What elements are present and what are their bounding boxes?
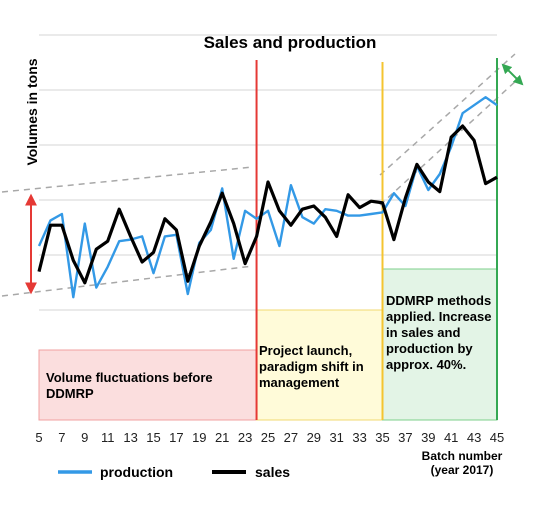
- x-tick-label: 41: [444, 430, 458, 445]
- x-axis-label: Batch number: [422, 449, 503, 463]
- phase-boxes: Volume fluctuations before DDMRP Project l…: [38, 268, 498, 421]
- x-tick-label: 35: [375, 430, 389, 445]
- series-lines: [37, 95, 498, 299]
- x-tick-label: 39: [421, 430, 435, 445]
- legend: production sales: [58, 464, 290, 480]
- x-tick-labels: 5 7 9 11 13 15 17 19 21 23 25 27 29 31 33 35 37 39 41 43 45: [35, 430, 504, 445]
- x-tick-label: 9: [81, 430, 88, 445]
- x-tick-label: 45: [490, 430, 504, 445]
- annotation-applied: DDMRP methods applied. Increase in sales a…: [386, 293, 492, 372]
- range-arrow-after: [501, 63, 524, 86]
- x-tick-label: 23: [238, 430, 252, 445]
- x-tick-label: 5: [35, 430, 42, 445]
- phase-box-applied: [382, 268, 498, 421]
- x-tick-label: 21: [215, 430, 229, 445]
- x-tick-label: 25: [261, 430, 275, 445]
- legend-sales-label: sales: [255, 464, 290, 480]
- x-tick-label: 17: [169, 430, 183, 445]
- x-tick-label: 11: [101, 430, 115, 445]
- series-line-production: [37, 95, 498, 299]
- x-tick-label: 33: [352, 430, 366, 445]
- legend-production-label: production: [100, 464, 173, 480]
- x-tick-label: 13: [123, 430, 137, 445]
- x-tick-label: 7: [58, 430, 65, 445]
- phase-box-before: [38, 349, 258, 421]
- x-tick-label: 19: [192, 430, 206, 445]
- x-axis-label-year: (year 2017): [431, 463, 494, 477]
- x-tick-label: 37: [398, 430, 412, 445]
- x-tick-label: 31: [329, 430, 343, 445]
- series-line-sales: [37, 124, 498, 285]
- annotation-before: Volume fluctuations before DDMRP: [46, 370, 213, 401]
- range-arrows: [25, 63, 524, 295]
- trend-lower-before: [1, 265, 254, 297]
- chart-title: Sales and production: [204, 33, 377, 52]
- trend-upper-before: [1, 166, 254, 193]
- x-tick-label: 43: [467, 430, 481, 445]
- trend-upper-after: [379, 53, 516, 176]
- annotation-launch: Project launch, paradigm shift in manageme…: [259, 343, 364, 390]
- y-axis-label: Volumes in tons: [24, 58, 40, 165]
- x-tick-label: 29: [307, 430, 321, 445]
- x-tick-label: 15: [146, 430, 160, 445]
- x-tick-label: 27: [284, 430, 298, 445]
